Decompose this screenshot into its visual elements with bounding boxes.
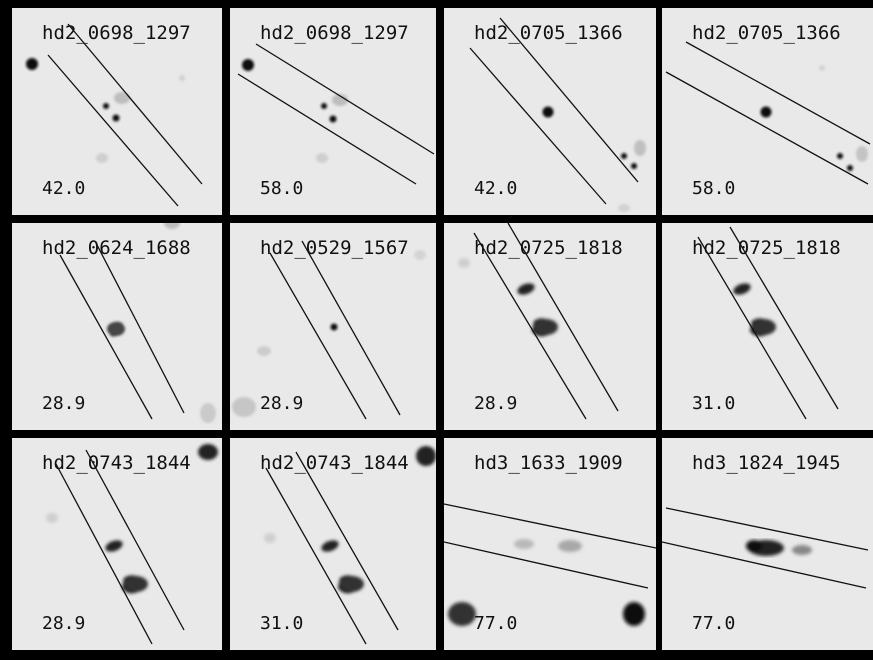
stamp-image — [237, 43, 435, 185]
stamp-panel-12: hd3_1824_1945 77.0 — [662, 438, 873, 650]
position-angle-label: 31.0 — [692, 393, 736, 414]
stamp-image — [444, 503, 656, 626]
stamp-image — [59, 223, 216, 423]
stamp-image — [46, 444, 218, 645]
object-id-label: hd3_1633_1909 — [474, 452, 623, 474]
position-angle-label: 77.0 — [692, 613, 736, 634]
object-id-label: hd2_0725_1818 — [692, 237, 841, 259]
position-angle-label: 28.9 — [474, 393, 518, 414]
position-angle-label: 28.9 — [42, 393, 86, 414]
stamp-panel-5: hd2_0624_1688 28.9 — [12, 223, 222, 430]
object-id-label: hd2_0705_1366 — [692, 22, 841, 44]
stamp-image — [458, 223, 619, 420]
position-angle-label: 31.0 — [260, 613, 304, 634]
object-id-label: hd2_0705_1366 — [474, 22, 623, 44]
stamp-panel-4: hd2_0705_1366 58.0 — [662, 8, 873, 215]
position-angle-label: 28.9 — [260, 393, 304, 414]
stamp-image — [662, 507, 869, 589]
stamp-panel-10: hd2_0743_1844 31.0 — [230, 438, 436, 650]
stamp-image — [665, 41, 871, 185]
position-angle-label: 42.0 — [474, 178, 518, 199]
object-id-label: hd2_0698_1297 — [260, 22, 409, 44]
position-angle-label: 42.0 — [42, 178, 86, 199]
stamp-image — [232, 240, 426, 420]
stamp-panel-9: hd2_0743_1844 28.9 — [12, 438, 222, 650]
stamp-panel-8: hd2_0725_1818 31.0 — [662, 223, 873, 430]
stamp-image — [697, 226, 839, 420]
stamp-panel-11: hd3_1633_1909 77.0 — [444, 438, 656, 650]
stamp-panel-3: hd2_0705_1366 42.0 — [444, 8, 656, 215]
stamp-panel-7: hd2_0725_1818 28.9 — [444, 223, 656, 430]
stamp-image — [469, 17, 646, 212]
stamp-panel-6: hd2_0529_1567 28.9 — [230, 223, 436, 430]
stamp-panel-1: hd2_0698_1297 42.0 — [12, 8, 222, 215]
position-angle-label: 28.9 — [42, 613, 86, 634]
object-id-label: hd2_0743_1844 — [260, 452, 409, 474]
object-id-label: hd2_0529_1567 — [260, 237, 409, 259]
stamp-panel-2: hd2_0698_1297 58.0 — [230, 8, 436, 215]
stamp-image — [26, 23, 203, 207]
object-id-label: hd2_0725_1818 — [474, 237, 623, 259]
position-angle-label: 58.0 — [692, 178, 736, 199]
object-id-label: hd2_0624_1688 — [42, 237, 191, 259]
object-id-label: hd2_0698_1297 — [42, 22, 191, 44]
position-angle-label: 77.0 — [474, 613, 518, 634]
position-angle-label: 58.0 — [260, 178, 304, 199]
stamp-image — [264, 446, 436, 645]
object-id-label: hd2_0743_1844 — [42, 452, 191, 474]
object-id-label: hd3_1824_1945 — [692, 452, 841, 474]
